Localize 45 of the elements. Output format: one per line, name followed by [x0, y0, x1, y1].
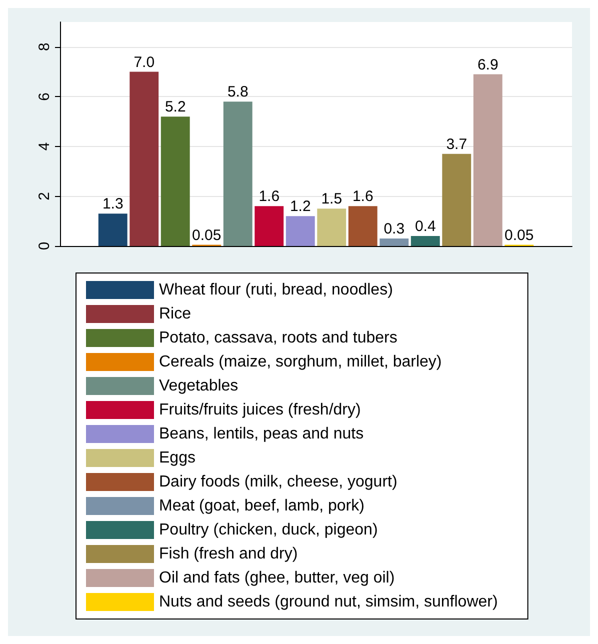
legend-label: Cereals (maize, sorghum, millet, barley) — [159, 354, 442, 370]
data-label: 3.7 — [446, 136, 468, 153]
data-label: 5.2 — [164, 98, 186, 116]
legend-label: Meat (goat, beef, lamb, pork) — [159, 498, 364, 514]
legend-label: Nuts and seeds (ground nut, simsim, sunflower) — [159, 594, 498, 610]
bar — [348, 206, 378, 246]
data-label: 0.05 — [504, 226, 534, 244]
data-label: 1.6 — [352, 188, 374, 206]
legend-label: Potato, cassava, roots and tubers — [159, 330, 398, 346]
legend-label: Eggs — [159, 450, 196, 466]
y-tick-label: 6 — [36, 92, 53, 101]
data-label: 6.9 — [477, 56, 498, 74]
legend-label: Vegetables — [159, 378, 238, 394]
legend-label: Rice — [159, 306, 192, 322]
y-tick-label: 2 — [36, 192, 53, 200]
legend-label: Fruits/fruits juices (fresh/dry) — [159, 402, 361, 418]
legend-label: Oil and fats (ghee, butter, veg oil) — [159, 570, 395, 586]
data-label: 0.05 — [192, 226, 222, 244]
legend-label: Dairy foods (milk, cheese, yogurt) — [159, 474, 398, 490]
bar — [223, 102, 252, 246]
bar — [130, 72, 159, 246]
y-tick-label: 4 — [36, 142, 53, 151]
legend-label: Fish (fresh and dry) — [159, 546, 298, 562]
legend-label: Beans, lentils, peas and nuts — [159, 426, 364, 442]
bar — [410, 236, 440, 246]
bar — [98, 214, 128, 246]
data-label: 1.3 — [102, 196, 124, 213]
bar — [317, 208, 346, 246]
legend-label: Wheat flour (ruti, bread, noodles) — [159, 282, 393, 298]
data-label: 5.8 — [227, 84, 248, 101]
data-label: 0.4 — [414, 218, 436, 236]
data-label: 7.0 — [134, 54, 155, 71]
data-label: 1.2 — [290, 198, 311, 216]
bar — [380, 238, 409, 246]
bar — [473, 74, 502, 246]
bar — [286, 216, 315, 246]
legend-label: Poultry (chicken, duck, pigeon) — [159, 522, 378, 538]
bar — [160, 116, 190, 246]
data-label: 1.5 — [321, 190, 342, 208]
bar — [254, 206, 284, 246]
data-label: 1.6 — [258, 188, 280, 206]
bar — [442, 154, 472, 246]
y-tick-label: 8 — [36, 42, 53, 52]
y-tick-label: 0 — [36, 242, 53, 250]
data-label: 0.3 — [384, 220, 405, 238]
